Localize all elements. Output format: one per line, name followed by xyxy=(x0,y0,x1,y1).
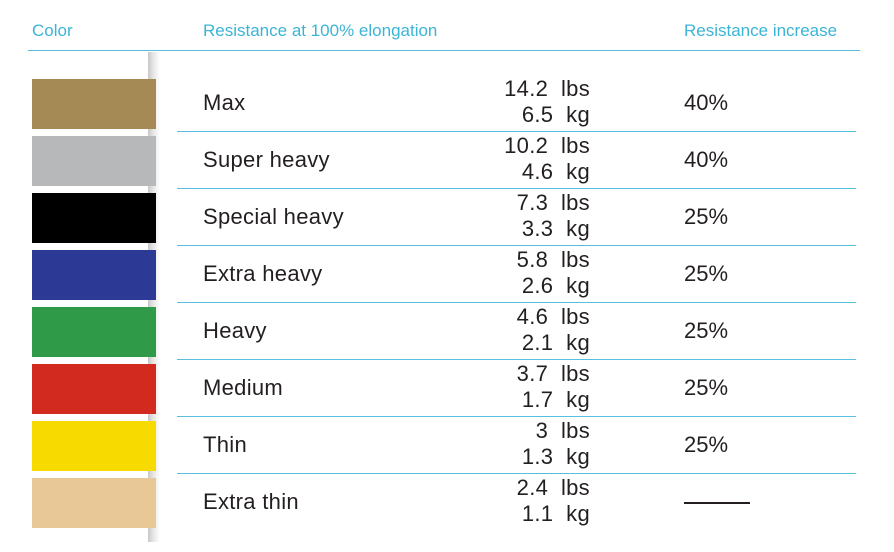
color-swatch xyxy=(32,478,156,528)
color-swatch xyxy=(32,421,156,471)
band-name: Special heavy xyxy=(203,204,344,229)
table-row: Max 14.2 lbs 6.5 kg 40% xyxy=(0,76,894,133)
row-divider xyxy=(177,473,856,474)
resistance-lbs: 2.4 lbs xyxy=(516,475,590,500)
table-header-color: Color xyxy=(32,21,73,40)
color-swatch xyxy=(32,307,156,357)
resistance-lbs: 7.3 lbs xyxy=(516,190,590,215)
resistance-increase: 40% xyxy=(684,90,729,115)
table-row: Heavy 4.6 lbs 2.1 kg 25% xyxy=(0,304,894,361)
resistance-kg: 6.5 kg xyxy=(521,102,590,127)
resistance-lbs: 10.2 lbs xyxy=(504,133,590,158)
resistance-lbs: 14.2 lbs xyxy=(504,76,590,101)
band-name: Super heavy xyxy=(203,147,330,172)
color-swatch xyxy=(32,364,156,414)
resistance-lbs: 5.8 lbs xyxy=(516,247,590,272)
table-row: Medium 3.7 lbs 1.7 kg 25% xyxy=(0,361,894,418)
row-divider xyxy=(177,188,856,189)
resistance-increase: 25% xyxy=(684,204,729,229)
resistance-kg: 2.1 kg xyxy=(521,330,590,355)
resistance-kg: 3.3 kg xyxy=(521,216,590,241)
resistance-kg: 2.6 kg xyxy=(521,273,590,298)
resistance-increase: 25% xyxy=(684,261,729,286)
resistance-increase: 40% xyxy=(684,147,729,172)
resistance-lbs: 4.6 lbs xyxy=(516,304,590,329)
row-divider xyxy=(177,245,856,246)
band-name: Medium xyxy=(203,375,284,400)
band-name: Extra thin xyxy=(203,489,299,514)
resistance-kg: 1.1 kg xyxy=(521,501,590,526)
color-swatch xyxy=(32,193,156,243)
band-name: Thin xyxy=(203,432,247,457)
band-name: Heavy xyxy=(203,318,267,343)
row-divider xyxy=(177,131,856,132)
resistance-kg: 1.3 kg xyxy=(521,444,590,469)
table-row: Extra thin 2.4 lbs 1.1 kg xyxy=(0,475,894,532)
resistance-increase: 25% xyxy=(684,375,729,400)
resistance-lbs: 3 lbs xyxy=(535,418,590,443)
resistance-kg: 4.6 kg xyxy=(521,159,590,184)
table-header-resistance: Resistance at 100% elongation xyxy=(203,21,438,40)
band-name: Max xyxy=(203,90,246,115)
color-swatch xyxy=(32,136,156,186)
color-swatch xyxy=(32,79,156,129)
table-row: Super heavy 10.2 lbs 4.6 kg 40% xyxy=(0,133,894,190)
table-row: Extra heavy 5.8 lbs 2.6 kg 25% xyxy=(0,247,894,304)
no-value-dash xyxy=(684,502,750,504)
row-divider xyxy=(177,302,856,303)
resistance-lbs: 3.7 lbs xyxy=(516,361,590,386)
resistance-kg: 1.7 kg xyxy=(521,387,590,412)
header-divider xyxy=(28,50,860,51)
band-name: Extra heavy xyxy=(203,261,323,286)
row-divider xyxy=(177,359,856,360)
table-row: Special heavy 7.3 lbs 3.3 kg 25% xyxy=(0,190,894,247)
resistance-increase: 25% xyxy=(684,432,729,457)
resistance-increase: 25% xyxy=(684,318,729,343)
color-swatch xyxy=(32,250,156,300)
table-row: Thin 3 lbs 1.3 kg 25% xyxy=(0,418,894,475)
row-divider xyxy=(177,416,856,417)
table-header-increase: Resistance increase xyxy=(684,21,838,40)
